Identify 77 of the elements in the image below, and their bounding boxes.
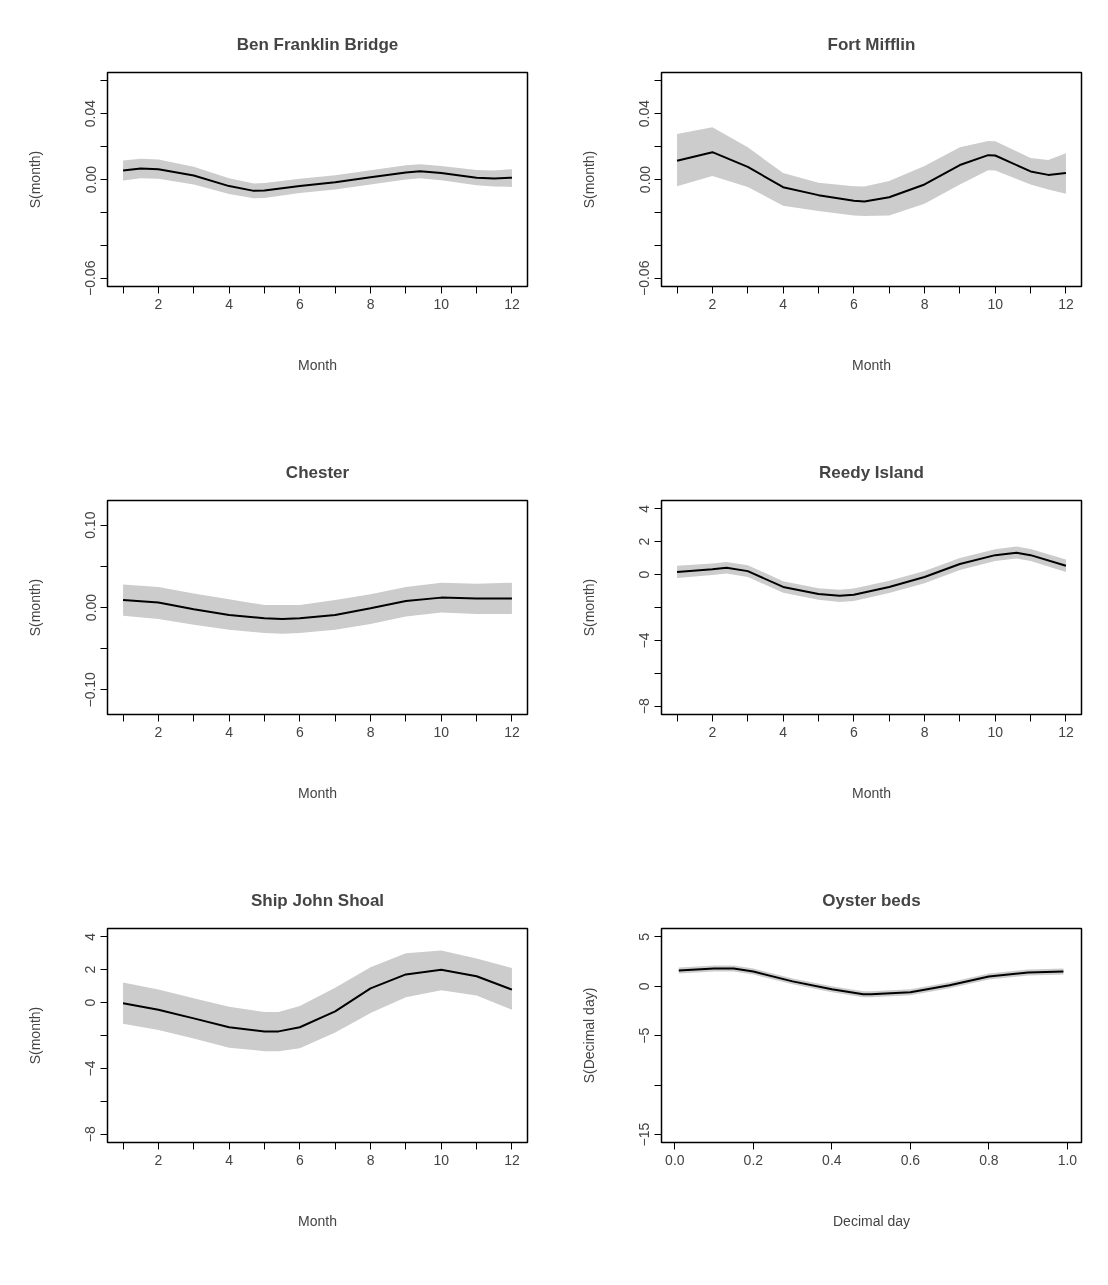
x-tick-label: 10 bbox=[433, 723, 450, 740]
x-tick-label: 8 bbox=[366, 1151, 375, 1168]
y-axis-title: S(month) bbox=[580, 150, 597, 209]
chart-title: Oyster beds bbox=[822, 890, 921, 910]
x-tick-label: 2 bbox=[154, 723, 163, 740]
y-axis-title: S(month) bbox=[26, 150, 43, 209]
x-tick-label: 6 bbox=[849, 295, 858, 312]
y-tick-label: −0.06 bbox=[636, 260, 653, 296]
x-axis-title: Month bbox=[298, 356, 337, 373]
y-tick-label: −15 bbox=[636, 1122, 653, 1147]
x-tick-label: 10 bbox=[987, 295, 1004, 312]
y-tick-label: −0.10 bbox=[82, 671, 99, 708]
y-tick-label: 5 bbox=[636, 932, 653, 941]
y-tick-label: −4 bbox=[636, 632, 653, 649]
y-tick-label: −0.06 bbox=[82, 260, 99, 296]
x-tick-label: 2 bbox=[154, 295, 163, 312]
chart-title: Chester bbox=[285, 462, 350, 482]
x-tick-label: 0.6 bbox=[900, 1151, 921, 1168]
x-tick-label: 6 bbox=[849, 723, 858, 740]
y-tick-label: 0.04 bbox=[636, 99, 653, 128]
y-tick-label: 0.00 bbox=[82, 165, 99, 194]
x-tick-label: 0.4 bbox=[822, 1151, 842, 1168]
x-tick-label: 8 bbox=[920, 723, 929, 740]
y-tick-label: 0 bbox=[636, 982, 653, 991]
x-tick-label: 8 bbox=[366, 723, 375, 740]
x-axis-title: Month bbox=[298, 1212, 337, 1229]
x-axis-title: Month bbox=[298, 784, 337, 801]
y-tick-label: 2 bbox=[636, 537, 653, 546]
x-tick-label: 12 bbox=[1058, 723, 1074, 740]
chart-title: Reedy Island bbox=[819, 462, 924, 482]
y-tick-label: −8 bbox=[636, 698, 653, 715]
x-tick-label: 12 bbox=[504, 295, 520, 312]
x-tick-label: 0.0 bbox=[665, 1151, 685, 1168]
x-tick-label: 6 bbox=[295, 723, 304, 740]
y-tick-label: −4 bbox=[82, 1060, 99, 1077]
x-tick-label: 1.0 bbox=[1057, 1151, 1078, 1168]
x-axis-title: Decimal day bbox=[832, 1212, 911, 1229]
x-tick-label: 12 bbox=[504, 1151, 520, 1168]
x-tick-label: 4 bbox=[779, 723, 788, 740]
x-tick-label: 4 bbox=[225, 1151, 234, 1168]
x-tick-label: 4 bbox=[779, 295, 788, 312]
y-tick-label: 0 bbox=[636, 570, 653, 579]
x-tick-label: 12 bbox=[1058, 295, 1074, 312]
x-tick-label: 4 bbox=[225, 295, 234, 312]
chart-title: Fort Mifflin bbox=[827, 34, 916, 54]
x-tick-label: 2 bbox=[708, 723, 717, 740]
y-tick-label: −8 bbox=[82, 1126, 99, 1143]
y-tick-label: 0 bbox=[82, 998, 99, 1007]
x-tick-label: 6 bbox=[295, 295, 304, 312]
x-tick-label: 10 bbox=[987, 723, 1004, 740]
x-tick-label: 2 bbox=[154, 1151, 163, 1168]
chart-title: Ben Franklin Bridge bbox=[236, 34, 399, 54]
y-axis-title: S(month) bbox=[26, 578, 43, 637]
x-tick-label: 6 bbox=[295, 1151, 304, 1168]
y-tick-label: 4 bbox=[82, 932, 99, 941]
x-tick-label: 10 bbox=[433, 295, 450, 312]
x-tick-label: 8 bbox=[366, 295, 375, 312]
y-tick-label: 0.00 bbox=[82, 593, 99, 622]
x-tick-label: 2 bbox=[708, 295, 717, 312]
x-tick-label: 12 bbox=[504, 723, 520, 740]
y-tick-label: 0.10 bbox=[82, 511, 99, 539]
chart-title: Ship John Shoal bbox=[250, 890, 385, 910]
y-axis-title: S(Decimal day) bbox=[580, 987, 597, 1084]
x-tick-label: 8 bbox=[920, 295, 929, 312]
y-axis-title: S(month) bbox=[26, 1006, 43, 1065]
y-tick-label: 0.00 bbox=[636, 165, 653, 194]
y-tick-label: 4 bbox=[636, 504, 653, 513]
x-tick-label: 0.8 bbox=[979, 1151, 999, 1168]
y-tick-label: 0.04 bbox=[82, 99, 99, 128]
y-axis-title: S(month) bbox=[580, 578, 597, 637]
x-axis-title: Month bbox=[852, 356, 891, 373]
y-tick-label: −5 bbox=[636, 1027, 653, 1044]
x-axis-title: Month bbox=[852, 784, 891, 801]
x-tick-label: 10 bbox=[433, 1151, 450, 1168]
x-tick-label: 4 bbox=[225, 723, 234, 740]
y-tick-label: 2 bbox=[82, 965, 99, 974]
x-tick-label: 0.2 bbox=[743, 1151, 764, 1168]
